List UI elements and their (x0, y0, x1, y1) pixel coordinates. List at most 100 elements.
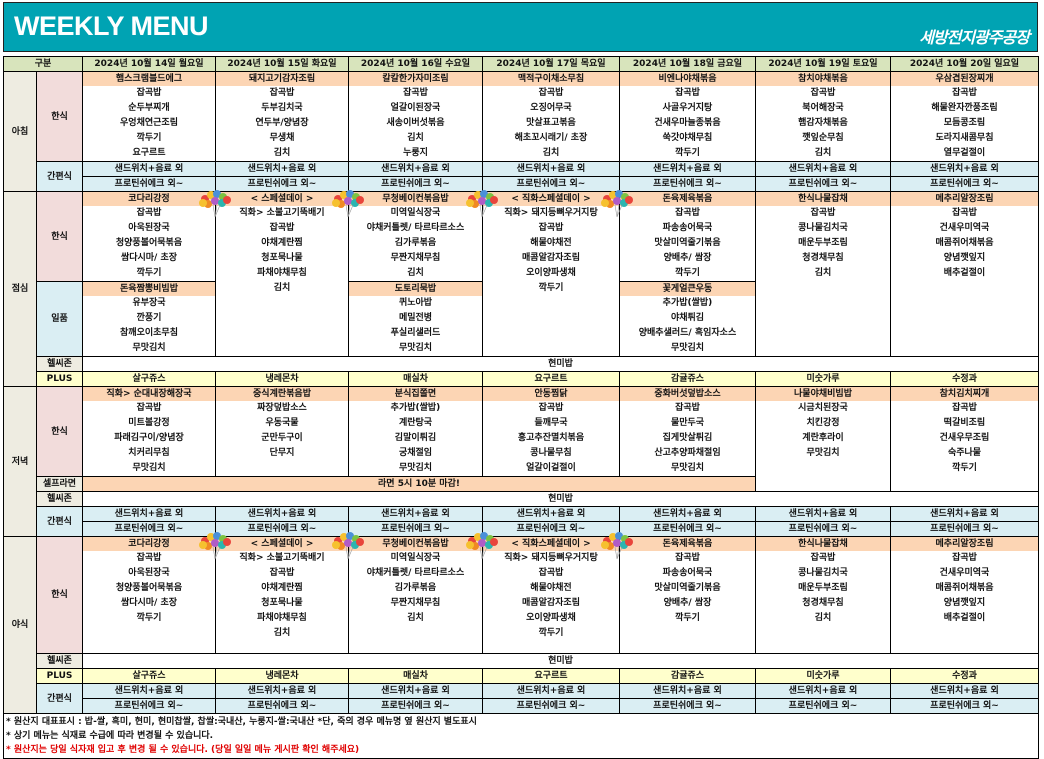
menu-item: 직화> 소불고기뚝배기 (239, 553, 325, 563)
menu-item: 청경채무침 (802, 253, 844, 263)
menu-cell: < 스페셜데이 > 직화> 소불고기뚝배기 잡곡밥 야채계란찜 청포묵나물 파채야채무침 김… (215, 536, 349, 654)
menu-item: 김치 (814, 268, 832, 278)
menu-item: 참깨오이초무침 (120, 328, 178, 338)
day-header: 2024년 10월 20일 일요일 (890, 56, 1039, 72)
menu-item: 군만두구이 (261, 433, 303, 443)
main-dish: < 직화스페셜데이 > (483, 537, 619, 551)
menu-item: 깍두기 (675, 268, 700, 278)
menu-item: 푸실리샐러드 (390, 328, 441, 338)
menu-item: 무맛김치 (132, 343, 166, 353)
menu-item: 무맛김치 (670, 343, 705, 353)
healthy-zone-label: 헬씨존 (36, 653, 83, 669)
main-dish: < 스페셜데이 > (216, 192, 348, 206)
menu-item: 집게맛살튀김 (662, 433, 713, 443)
healthy-zone-value: 현미밥 (82, 653, 1039, 669)
menu-item: 북어해장국 (802, 103, 844, 113)
healthy-zone-value: 현미밥 (82, 491, 1039, 507)
snack-item: 샌드위치+음료 외 (755, 506, 891, 522)
main-dish: 참치야채볶음 (756, 72, 890, 86)
menu-item: 잡곡밥 (675, 88, 700, 98)
menu-item: 잡곡밥 (538, 403, 564, 413)
menu-item: 치킨강정 (806, 418, 840, 428)
menu-item: 매콤쥐어채볶음 (935, 583, 994, 593)
menu-item: 무맛김치 (398, 343, 433, 353)
menu-cell: 나물야채비빔밥 시금치된장국 치킨강정 계란후라이 무맛김치 (755, 386, 891, 492)
snack-item: 샌드위치+음료 외 (348, 683, 483, 699)
snack-item: 프로틴쉬에크 외~ (755, 698, 891, 714)
snack-item: 샌드위치+음료 외 (755, 161, 891, 177)
menu-item: 야채튀김 (670, 313, 705, 323)
menu-item: 오이양파생채 (526, 268, 576, 278)
snack-item: 프로틴쉬에크 외~ (619, 698, 756, 714)
menu-item: 잡곡밥 (952, 88, 977, 98)
menu-item: 쌈다시마/ 초장 (120, 253, 178, 263)
menu-item: 무맛김치 (670, 463, 705, 473)
menu-item: 직화> 돼지등뼈우거지탕 (504, 208, 598, 218)
main-dish: 나물야채비빔밥 (756, 387, 890, 401)
menu-item: 추가밥(쌀밥) (662, 298, 713, 308)
menu-item: 얼갈이겉절이 (526, 463, 576, 473)
menu-item: 청포묵나물 (261, 598, 303, 608)
table-row: 헬씨존 현미밥 (4, 356, 1039, 372)
menu-item: 맛살미역줄기볶음 (654, 238, 721, 248)
snack-item: 샌드위치+음료 외 (215, 683, 349, 699)
meal-period-night: 야식 (3, 536, 37, 714)
snack-item: 프로틴쉬에크 외~ (619, 176, 756, 192)
menu-item: 홍고추잔멸치볶음 (517, 433, 585, 443)
snack-item: 프로틴쉬에크 외~ (482, 521, 620, 537)
menu-item: 김치 (273, 148, 291, 158)
menu-item: 잡곡밥 (952, 403, 977, 413)
menu-item: 우엉채연근조림 (120, 118, 178, 128)
self-ramen-notice: 라면 5시 10분 마감! (82, 476, 756, 492)
menu-item: 김가루볶음 (394, 238, 437, 248)
menu-item: 김치 (542, 148, 560, 158)
menu-item: 잡곡밥 (952, 208, 977, 218)
korean-label: 한식 (36, 71, 83, 162)
menu-item: 파채야채무침 (257, 268, 307, 278)
menu-item: 김가루볶음 (394, 583, 437, 593)
snack-item: 프로틴쉬에크 외~ (890, 521, 1039, 537)
menu-item: 숙주나물 (947, 448, 982, 458)
snack-item: 샌드위치+음료 외 (82, 683, 216, 699)
korean-label: 한식 (36, 386, 83, 477)
menu-cell: 돈육제육볶음 잡곡밥 파송송어묵국 맛살미역줄기볶음 양배추/ 쌈장 깍두기 (619, 191, 756, 282)
menu-item: 유부장국 (132, 298, 166, 308)
menu-item: 파송송어묵국 (662, 568, 713, 578)
menu-item: 퀴노아밥 (398, 298, 433, 308)
footer-warning: * 원산지는 당일 식자재 입고 후 변경 될 수 있습니다. (당일 일일 메… (6, 745, 360, 755)
main-dish: 맥적구이채소무침 (483, 72, 619, 86)
healthy-zone-label: 헬씨존 (36, 356, 83, 372)
menu-item: 야채계란찜 (261, 583, 303, 593)
menu-item: 잡곡밥 (269, 223, 295, 233)
menu-item: 잡곡밥 (136, 208, 162, 218)
main-dish: 비엔나야채볶음 (620, 72, 755, 86)
snack-item: 샌드위치+음료 외 (619, 161, 756, 177)
special-menu-cell: 꽃게얼큰우동 추가밥(쌀밥) 야채튀김 양배추샐러드/ 흑임자소스 무맛김치 (619, 281, 756, 357)
menu-item: 매콤알감자조림 (522, 598, 580, 608)
menu-item: 새송이버섯볶음 (386, 118, 445, 128)
day-header: 2024년 10월 17일 목요일 (482, 56, 620, 72)
menu-item: 잡곡밥 (136, 88, 162, 98)
menu-item: 치커리무침 (128, 448, 170, 458)
menu-item: 직화> 돼지등뼈우거지탕 (504, 553, 598, 563)
menu-cell: 비엔나야채볶음 잡곡밥 사골우거지탕 건새우마늘종볶음 쑥갓야채무침 깍두기 (619, 71, 756, 162)
footer-note: * 상기 메뉴는 식재료 수급에 따라 변경될 수 있습니다. (6, 731, 214, 741)
menu-item: 우동국물 (265, 418, 299, 428)
plus-item: 냉레몬차 (215, 371, 349, 387)
snack-item: 샌드위치+음료 외 (215, 161, 349, 177)
menu-cell: < 직화스페셜데이 > 직화> 돼지등뼈우거지탕 잡곡밥 해물야채전 매콤알감자조림 오이… (482, 536, 620, 654)
menu-item: 해초꼬시래기/ 초장 (514, 133, 588, 143)
snack-item: 샌드위치+음료 외 (82, 161, 216, 177)
menu-item: 햄감자채볶음 (798, 118, 848, 128)
snack-item: 프로틴쉬에크 외~ (890, 698, 1039, 714)
page-title: WEEKLY MENU (14, 11, 209, 41)
menu-item: 김치 (273, 628, 291, 638)
menu-item: 모듬콩조림 (943, 118, 986, 128)
menu-item: 김치 (407, 133, 424, 143)
menu-item: 연두부/양념장 (255, 118, 309, 128)
menu-item: 깍두기 (675, 148, 700, 158)
special-menu-cell: 도토리묵밥 퀴노아밥 메밀전병 푸실리샐러드 무맛김치 (348, 281, 483, 357)
category-header: 구분 (3, 56, 83, 72)
special-label: 일품 (36, 281, 83, 357)
